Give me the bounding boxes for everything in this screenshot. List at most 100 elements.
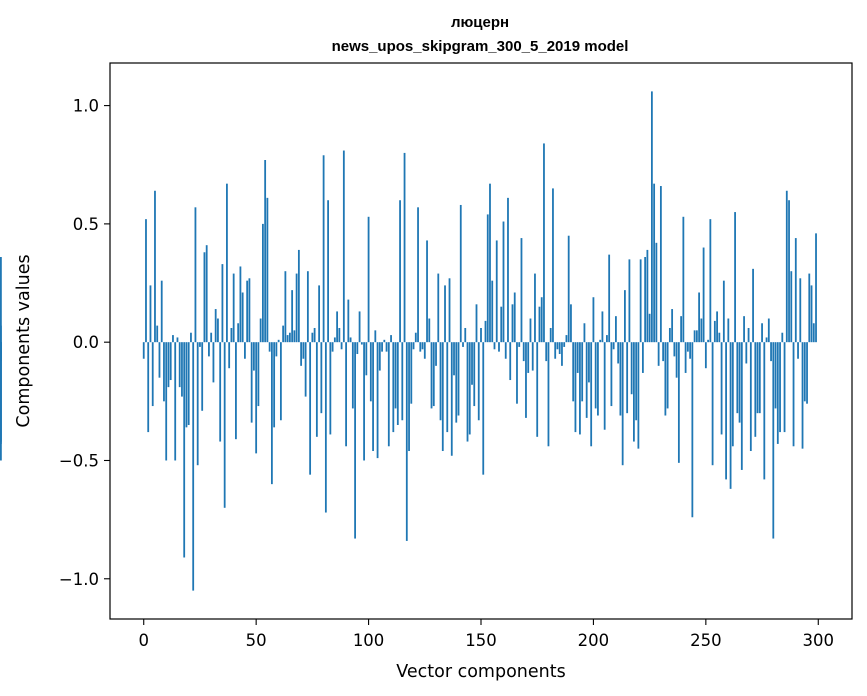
bar bbox=[338, 327, 341, 343]
bar bbox=[740, 342, 743, 470]
bar bbox=[165, 342, 168, 461]
bar bbox=[641, 342, 644, 373]
bar bbox=[432, 342, 435, 407]
bar bbox=[734, 212, 736, 343]
bar bbox=[626, 342, 629, 414]
bar bbox=[536, 342, 539, 437]
bar bbox=[635, 342, 638, 421]
bar bbox=[693, 330, 696, 343]
bar bbox=[675, 342, 678, 378]
bar bbox=[534, 273, 536, 343]
bar bbox=[666, 342, 669, 409]
bar bbox=[232, 273, 235, 343]
bar bbox=[552, 188, 554, 343]
bar bbox=[617, 342, 620, 364]
bar bbox=[419, 342, 422, 352]
bar bbox=[484, 320, 487, 343]
bar bbox=[226, 183, 228, 343]
bar bbox=[219, 342, 222, 442]
bar bbox=[776, 342, 779, 444]
bar bbox=[713, 320, 716, 343]
bar bbox=[221, 264, 224, 343]
bar bbox=[711, 342, 714, 466]
bar bbox=[704, 342, 707, 369]
bar bbox=[583, 323, 586, 343]
bar bbox=[396, 342, 399, 425]
chart-title: люцерн bbox=[451, 14, 509, 31]
bar bbox=[783, 342, 786, 433]
bar bbox=[473, 342, 476, 407]
bar bbox=[547, 342, 550, 447]
bar bbox=[300, 342, 303, 366]
bar bbox=[196, 342, 199, 466]
bar bbox=[808, 273, 811, 343]
bar bbox=[253, 342, 255, 371]
bar bbox=[520, 238, 523, 343]
bar bbox=[257, 342, 260, 407]
bar bbox=[309, 342, 312, 475]
bar bbox=[333, 337, 336, 343]
bar bbox=[183, 342, 186, 558]
bar bbox=[549, 327, 552, 343]
bar bbox=[653, 183, 656, 343]
y-axis-ticks: −1.0 −0.5 0.0 0.5 1.0 bbox=[59, 97, 110, 589]
bar bbox=[803, 342, 806, 402]
bar bbox=[810, 285, 813, 343]
bar bbox=[0, 257, 2, 343]
bar bbox=[527, 342, 530, 373]
bar bbox=[205, 245, 208, 343]
bar bbox=[365, 342, 368, 376]
bar bbox=[482, 342, 485, 475]
bar bbox=[187, 342, 190, 425]
bar bbox=[250, 342, 253, 423]
bar bbox=[615, 316, 617, 343]
bar bbox=[758, 342, 761, 414]
bar bbox=[799, 278, 802, 343]
bar bbox=[567, 235, 570, 343]
bar bbox=[421, 342, 424, 350]
bar bbox=[518, 342, 521, 347]
bar bbox=[581, 342, 584, 402]
bar bbox=[437, 273, 440, 343]
bar bbox=[235, 342, 237, 440]
bar bbox=[342, 150, 345, 343]
bar bbox=[208, 342, 210, 357]
bar bbox=[248, 278, 251, 343]
bar bbox=[725, 342, 727, 480]
bar bbox=[630, 342, 633, 395]
bar bbox=[767, 318, 770, 343]
bar bbox=[367, 216, 370, 343]
bar bbox=[765, 337, 768, 343]
bar bbox=[455, 342, 458, 423]
bar bbox=[246, 280, 249, 343]
y-tick-label: 1.0 bbox=[73, 97, 99, 116]
bar bbox=[266, 197, 269, 343]
x-tick-label: 250 bbox=[690, 631, 722, 650]
bar bbox=[142, 342, 145, 359]
bar bbox=[516, 342, 518, 404]
y-tick-label: −0.5 bbox=[59, 451, 99, 470]
bar bbox=[610, 342, 613, 407]
bar bbox=[363, 342, 365, 461]
bar bbox=[277, 339, 280, 343]
bar bbox=[302, 342, 305, 359]
bar bbox=[707, 339, 709, 343]
bar bbox=[151, 342, 154, 407]
bar bbox=[237, 323, 240, 343]
bar bbox=[502, 221, 505, 343]
bar bbox=[181, 342, 183, 397]
bar bbox=[156, 325, 159, 343]
bar bbox=[439, 342, 442, 421]
bar bbox=[0, 342, 2, 442]
bar bbox=[572, 342, 575, 402]
bar bbox=[412, 342, 415, 350]
bar bbox=[754, 342, 757, 437]
bar bbox=[430, 342, 433, 409]
bar bbox=[702, 247, 705, 343]
bar bbox=[624, 290, 626, 343]
bar bbox=[509, 342, 512, 381]
bar bbox=[273, 342, 276, 428]
bar bbox=[297, 249, 300, 343]
bar bbox=[214, 309, 217, 343]
bar bbox=[774, 342, 777, 409]
